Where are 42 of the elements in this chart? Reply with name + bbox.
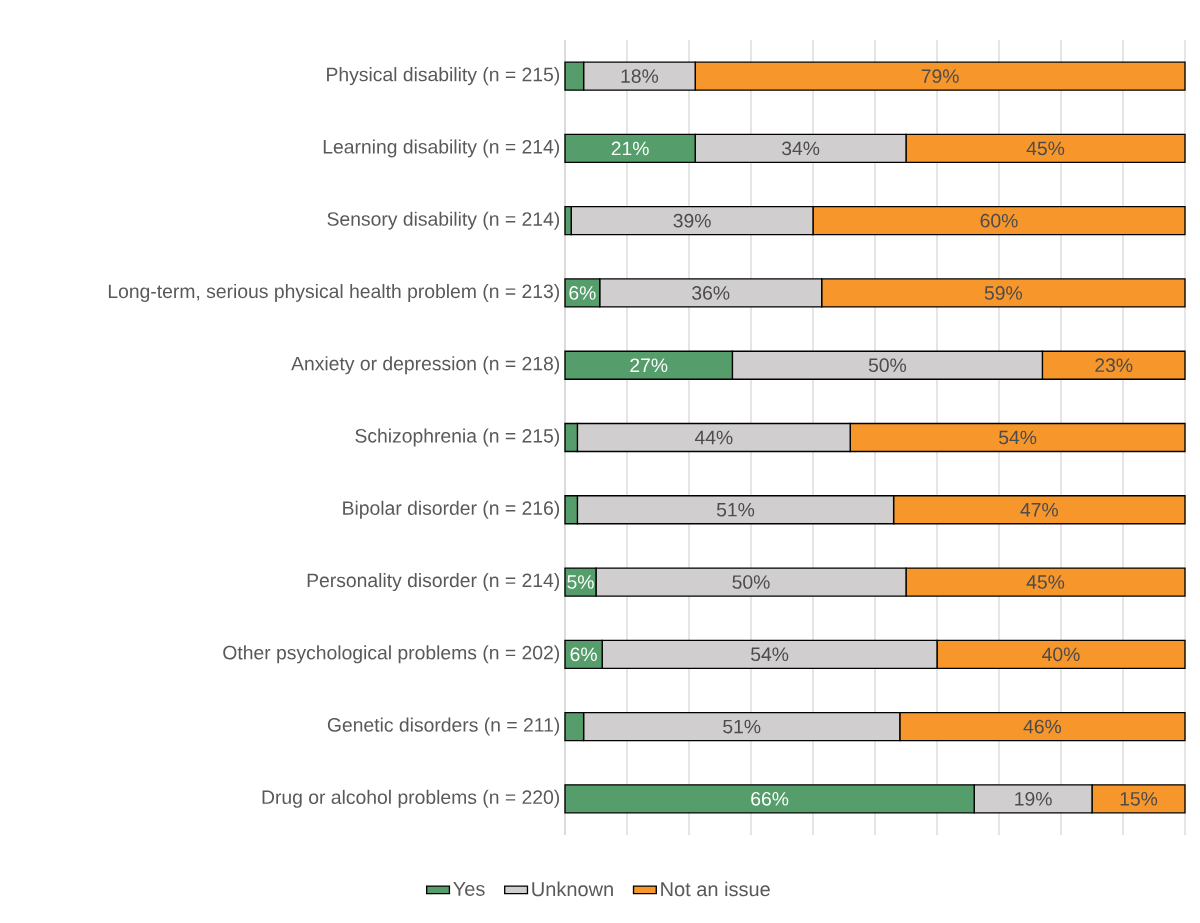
data-label: 21% xyxy=(611,141,649,156)
y-tick-label: Other psychological problems (n = 202) xyxy=(223,645,560,664)
data-label: 45% xyxy=(1026,141,1065,156)
data-label: 50% xyxy=(868,358,907,373)
y-tick-label: Bipolar disorder (n = 216) xyxy=(343,500,560,519)
y-tick-label: Drug or alcohol problems (n = 220) xyxy=(262,789,560,808)
data-label: 27% xyxy=(630,358,668,373)
data-label: 5% xyxy=(567,575,594,589)
legend-label: Yes xyxy=(453,881,485,896)
data-label: 79% xyxy=(921,69,959,83)
legend-label: Unknown xyxy=(532,881,613,897)
data-label: 45% xyxy=(1026,575,1065,589)
y-tick-label: Anxiety or depression (n = 218) xyxy=(291,356,560,375)
data-label: 66% xyxy=(751,791,789,806)
y-tick-label: Physical disability (n = 215) xyxy=(327,67,560,86)
data-label: 40% xyxy=(1042,647,1080,662)
data-label: 6% xyxy=(569,286,596,300)
data-label: 59% xyxy=(984,286,1023,300)
y-tick-label: Sensory disability (n = 214) xyxy=(327,211,560,230)
data-label: 23% xyxy=(1095,358,1133,373)
data-label: 19% xyxy=(1015,791,1052,806)
data-label: 47% xyxy=(1020,502,1058,517)
data-label: 39% xyxy=(673,213,711,228)
legend-label: Not an issue xyxy=(661,881,770,897)
data-label: 50% xyxy=(732,575,770,589)
data-label: 60% xyxy=(980,213,1018,228)
data-label: 46% xyxy=(1023,719,1062,734)
data-label: 44% xyxy=(694,430,733,445)
data-label: 54% xyxy=(999,430,1037,445)
data-label: 6% xyxy=(570,647,597,662)
data-label: 54% xyxy=(751,647,789,662)
data-label: 51% xyxy=(716,502,755,517)
data-label: 34% xyxy=(781,141,820,156)
data-label: 18% xyxy=(621,69,659,83)
data-label: 36% xyxy=(692,286,730,300)
y-tick-label: Genetic disorders (n = 211) xyxy=(327,717,560,736)
data-label: 15% xyxy=(1120,792,1158,806)
y-tick-label: Personality disorder (n = 214) xyxy=(307,573,560,592)
y-tick-label: Long-term, serious physical health problem (n = 213) xyxy=(108,283,559,302)
y-tick-label: Learning disability (n = 214) xyxy=(323,139,560,158)
data-label: 51% xyxy=(723,719,761,734)
y-tick-label: Schizophrenia (n = 215) xyxy=(355,428,560,447)
